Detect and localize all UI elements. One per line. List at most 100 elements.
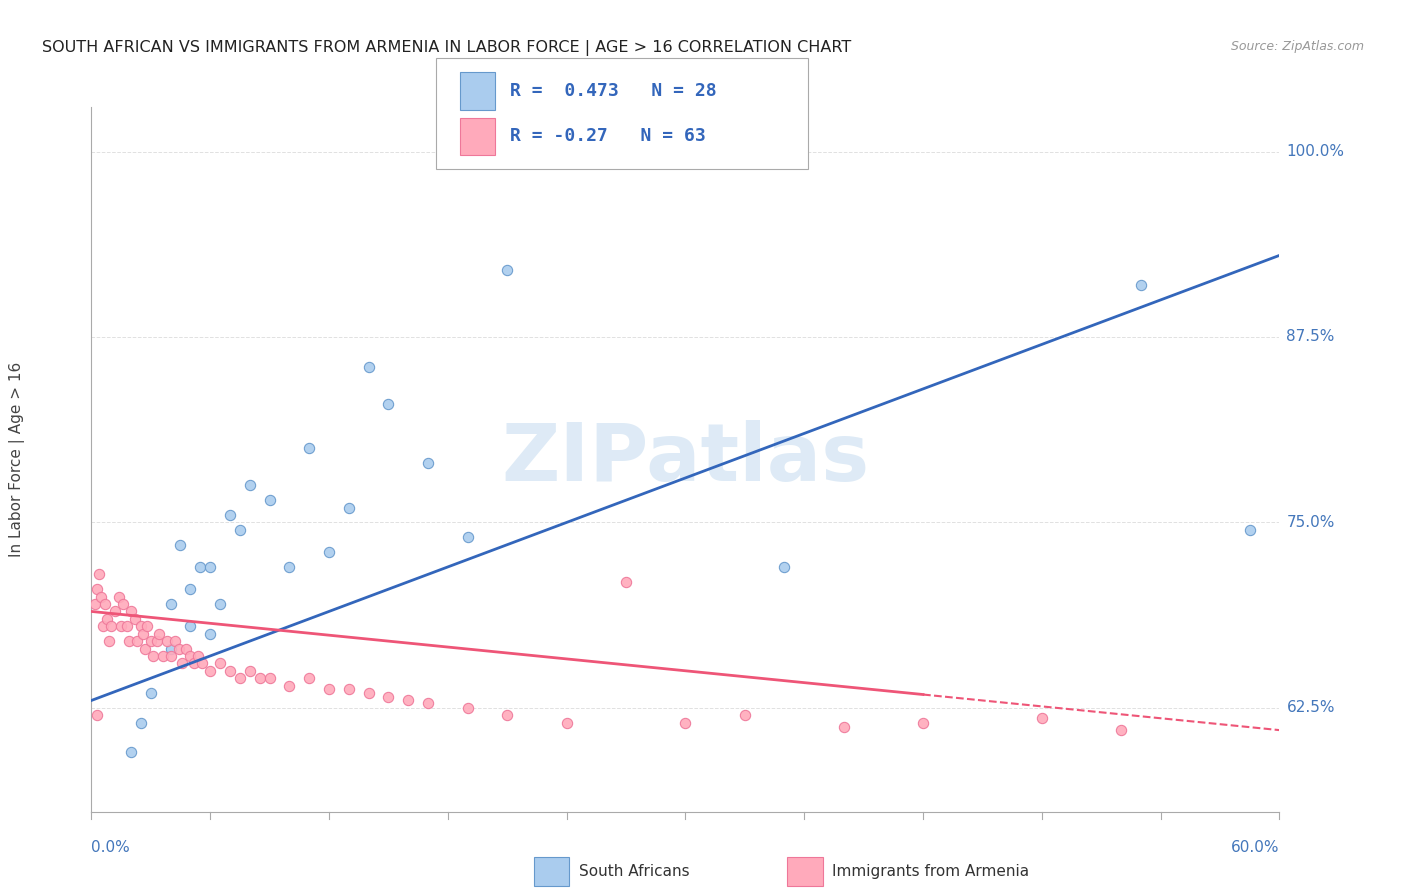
Point [734,708,756,723]
Point [298,671,321,685]
Text: 62.5%: 62.5% [1286,700,1334,715]
Point [108,590,131,604]
Point [172,657,194,671]
Point [91,619,114,633]
Point [773,560,796,574]
Point [167,641,190,656]
Point [115,619,138,633]
Point [129,715,152,730]
Point [259,671,281,685]
Text: Immigrants from Armenia: Immigrants from Armenia [832,864,1029,879]
Point [1109,723,1132,738]
Text: Source: ZipAtlas.com: Source: ZipAtlas.com [1230,40,1364,54]
Text: South Africans: South Africans [579,864,690,879]
Point [142,648,165,663]
Point [159,641,181,656]
Point [98,634,121,648]
Point [337,500,360,515]
Text: 75.0%: 75.0% [1286,515,1334,530]
Point [124,612,146,626]
Text: 60.0%: 60.0% [1232,840,1279,855]
Point [118,634,141,648]
Point [337,681,360,696]
Point [416,456,439,470]
Point [229,671,252,685]
Point [94,597,117,611]
Point [614,574,637,589]
Text: 100.0%: 100.0% [1286,144,1344,159]
Point [169,538,191,552]
Point [159,597,181,611]
Point [120,745,142,759]
Point [496,263,519,277]
Point [357,359,380,374]
Point [110,619,132,633]
Point [259,493,281,508]
Point [125,634,148,648]
Point [832,720,855,734]
Point [416,697,439,711]
Point [84,597,107,611]
Text: SOUTH AFRICAN VS IMMIGRANTS FROM ARMENIA IN LABOR FORCE | AGE > 16 CORRELATION C: SOUTH AFRICAN VS IMMIGRANTS FROM ARMENIA… [42,40,852,56]
Point [159,648,181,663]
Point [278,560,301,574]
Point [191,657,214,671]
Point [209,597,232,611]
Point [156,634,179,648]
Point [209,657,232,671]
Point [86,582,108,597]
Point [1239,523,1261,537]
Point [112,597,135,611]
Text: ZIPatlas: ZIPatlas [502,420,869,499]
Point [673,715,696,730]
Point [90,590,112,604]
Point [183,657,205,671]
Point [249,671,271,685]
Point [179,582,201,597]
Point [179,619,201,633]
Text: R = -0.27   N = 63: R = -0.27 N = 63 [510,128,706,145]
Point [457,701,479,715]
Point [145,634,167,648]
Point [911,715,934,730]
Point [152,648,174,663]
Point [377,690,399,705]
Point [200,626,222,640]
Point [134,641,156,656]
Point [96,612,118,626]
Point [318,545,340,559]
Point [200,664,222,678]
Point [377,397,399,411]
Point [188,560,211,574]
Point [357,686,380,700]
Point [219,508,242,522]
Text: In Labor Force | Age > 16: In Labor Force | Age > 16 [8,362,25,557]
Point [139,634,162,648]
Point [163,634,186,648]
Point [457,530,479,544]
Point [135,619,157,633]
Point [120,604,142,618]
Point [298,442,321,456]
Point [139,686,162,700]
Point [396,693,419,707]
Point [239,478,262,492]
Point [318,681,340,696]
Text: 87.5%: 87.5% [1286,329,1334,344]
Point [1129,278,1152,293]
Point [176,641,198,656]
Text: 0.0%: 0.0% [91,840,131,855]
Point [496,708,519,723]
Point [187,648,209,663]
Point [179,648,201,663]
Point [219,664,242,678]
Point [104,604,127,618]
Point [278,679,301,693]
Point [148,626,170,640]
Point [229,523,252,537]
Point [1031,711,1053,725]
Point [89,567,111,582]
Point [555,715,578,730]
Text: R =  0.473   N = 28: R = 0.473 N = 28 [510,82,717,100]
Point [86,708,108,723]
